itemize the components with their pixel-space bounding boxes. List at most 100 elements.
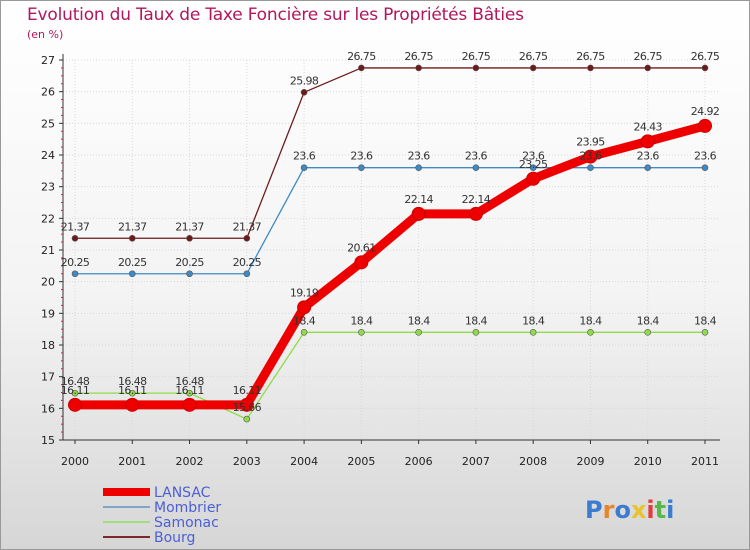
data-label-lansac: 22.14 (462, 193, 491, 206)
data-point-bourg (415, 64, 422, 72)
x-tick-label: 2003 (233, 455, 261, 468)
data-point-samonac (128, 389, 136, 397)
y-tick-label: 24 (41, 149, 55, 162)
data-label-lansac: 16.11 (233, 384, 262, 397)
data-label-bourg: 26.75 (633, 50, 662, 63)
data-label-mombrier: 23.6 (465, 150, 488, 163)
data-label-mombrier: 20.25 (233, 256, 262, 269)
data-label-bourg: 26.75 (691, 50, 720, 63)
y-tick-label: 25 (41, 117, 55, 130)
logo-letter: i (666, 496, 674, 524)
data-label-bourg: 21.37 (118, 220, 147, 233)
data-point-samonac (587, 329, 594, 336)
x-tick-label: 2002 (176, 455, 204, 468)
data-point-bourg (300, 89, 308, 96)
data-point-samonac (186, 389, 193, 397)
data-point-bourg (472, 64, 480, 72)
data-point-lansac (698, 118, 712, 133)
data-label-samonac: 18.4 (522, 314, 545, 327)
x-tick-label: 2001 (118, 455, 146, 468)
data-label-mombrier: 20.25 (118, 256, 147, 269)
data-point-lansac (583, 149, 598, 164)
data-label-bourg: 25.98 (290, 74, 319, 87)
data-label-bourg: 21.37 (61, 220, 90, 233)
y-tick-label: 18 (41, 339, 55, 352)
data-point-samonac (358, 329, 365, 336)
data-label-bourg: 26.75 (462, 50, 491, 63)
axes: 15 16 17 18 19 20 21 22 23 24 25 26 27 2000 2001 2002 20… (41, 54, 720, 468)
data-point-mombrier (186, 270, 193, 278)
data-label-mombrier: 20.25 (175, 256, 204, 269)
logo-letter: P (585, 496, 603, 524)
data-point-mombrier (644, 164, 652, 171)
data-point-bourg (243, 234, 251, 242)
legend-label-bourg: Bourg (154, 530, 195, 546)
data-label-lansac: 16.11 (61, 384, 90, 397)
data-point-mombrier (300, 164, 308, 171)
data-point-lansac (526, 171, 541, 186)
data-point-lansac (182, 397, 197, 412)
data-point-mombrier (71, 270, 79, 278)
data-point-bourg (587, 64, 594, 72)
y-tick-label: 15 (41, 434, 55, 447)
data-label-mombrier: 20.25 (61, 256, 90, 269)
data-point-bourg (128, 234, 136, 242)
data-label-lansac: 20.61 (347, 241, 376, 254)
data-label-lansac: 24.43 (633, 120, 662, 133)
y-tick-label: 23 (41, 181, 55, 194)
data-label-mombrier: 23.6 (408, 150, 431, 163)
data-label-mombrier: 23.6 (350, 150, 373, 163)
data-label-samonac: 18.4 (465, 314, 488, 327)
data-point-samonac (300, 329, 308, 336)
data-point-lansac (640, 134, 655, 149)
series-line-lansac (70, 121, 710, 410)
data-label-samonac: 16.48 (118, 375, 147, 388)
logo-letter: i (646, 496, 654, 524)
data-label-lansac: 23.25 (519, 158, 548, 171)
data-point-lansac (239, 397, 254, 412)
y-tick-label: 16 (41, 402, 55, 415)
x-tick-label: 2000 (61, 455, 89, 468)
x-tick-label: 2005 (347, 455, 375, 468)
y-tick-label: 20 (41, 276, 55, 289)
data-point-bourg (701, 64, 709, 72)
data-point-mombrier (529, 164, 537, 171)
logo-text: Proxiti (585, 496, 674, 524)
data-point-bourg (186, 234, 193, 242)
data-point-samonac (243, 415, 251, 423)
data-label-bourg: 26.75 (404, 50, 433, 63)
data-label-bourg: 26.75 (347, 50, 376, 63)
data-label-samonac: 18.4 (694, 314, 717, 327)
x-tick-label: 2008 (519, 455, 547, 468)
legend-label-mombrier: Mombrier (154, 500, 221, 516)
data-label-samonac: 16.48 (61, 375, 90, 388)
data-label-bourg: 26.75 (519, 50, 548, 63)
data-label-samonac: 18.4 (350, 314, 373, 327)
series-line-samonac (74, 331, 706, 420)
y-tick-label: 19 (41, 307, 55, 320)
data-point-mombrier (415, 164, 422, 171)
y-tick-label: 26 (41, 86, 55, 99)
data-point-lansac (125, 397, 140, 412)
data-label-samonac: 18.4 (579, 314, 602, 327)
data-label-lansac: 23.95 (576, 136, 605, 149)
data-label-samonac: 16.48 (175, 375, 204, 388)
x-tick-label: 2006 (405, 455, 433, 468)
data-point-mombrier (128, 270, 136, 278)
legend-label-samonac: Samonac (154, 515, 219, 531)
data-label-bourg: 26.75 (576, 50, 605, 63)
data-label-lansac: 22.14 (404, 193, 433, 206)
data-labels: 21.37 21.37 21.37 21.37 25.98 26.75 26.75 26.75… (61, 50, 721, 414)
y-tick-label: 17 (41, 371, 55, 384)
logo-letter: x (631, 496, 647, 524)
data-point-lansac (354, 255, 369, 270)
x-tick-label: 2010 (634, 455, 662, 468)
data-point-lansac (297, 300, 312, 315)
data-point-samonac (472, 329, 480, 336)
chart-title: Evolution du Taux de Taxe Foncière sur l… (27, 5, 524, 25)
x-tick-label: 2011 (691, 455, 719, 468)
data-label-bourg: 21.37 (233, 220, 262, 233)
x-tick-label: 2009 (576, 455, 604, 468)
